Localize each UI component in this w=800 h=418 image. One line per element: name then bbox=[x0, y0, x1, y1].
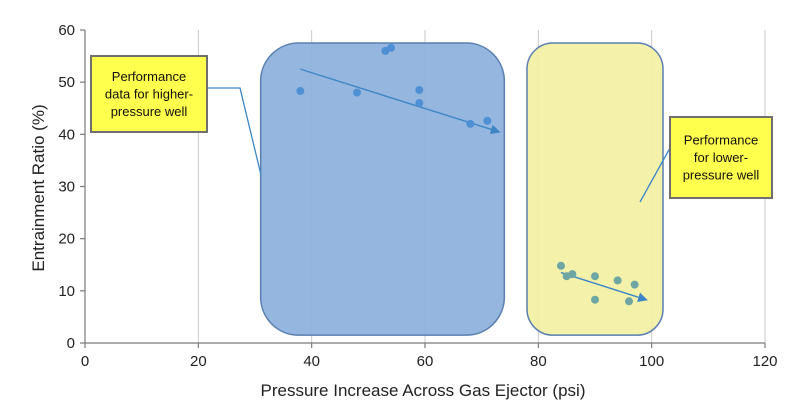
x-tick-label: 40 bbox=[303, 353, 320, 370]
callout-text-line: Performance bbox=[112, 69, 186, 84]
trend-arrow-series-1 bbox=[300, 68, 501, 135]
y-tick-label: 10 bbox=[58, 283, 75, 300]
y-axis-label: Entrainment Ratio (%) bbox=[29, 104, 48, 271]
y-tick-label: 50 bbox=[58, 74, 75, 91]
data-point-series-2 bbox=[625, 297, 633, 306]
data-point-series-2 bbox=[613, 276, 622, 285]
data-point-series-2 bbox=[591, 295, 599, 304]
x-tick-label: 120 bbox=[752, 353, 777, 370]
highlight-region-2 bbox=[526, 42, 664, 336]
y-tick-label: 30 bbox=[58, 179, 75, 196]
data-point-series-1 bbox=[296, 87, 305, 96]
x-axis-label: Pressure Increase Across Gas Ejector (ps… bbox=[260, 381, 585, 400]
callout-text-line: Performance bbox=[684, 132, 758, 147]
callout-box bbox=[669, 116, 773, 199]
data-point-series-1 bbox=[466, 119, 475, 128]
trend-arrow-series-2 bbox=[560, 271, 648, 302]
callout-1: Performance data for higher-pressure well bbox=[90, 55, 262, 176]
callout-2: Performance for lower-pressure well bbox=[639, 116, 773, 203]
highlight-region-1 bbox=[259, 42, 506, 336]
data-point-series-1 bbox=[353, 88, 361, 97]
axes bbox=[80, 29, 766, 348]
data-point-series-1 bbox=[387, 43, 395, 52]
x-tick-label: 20 bbox=[190, 353, 207, 370]
x-tick-label: 60 bbox=[417, 353, 434, 370]
callout-text-line: pressure well bbox=[111, 104, 188, 119]
data-point-series-2 bbox=[630, 280, 639, 289]
y-tick-label: 20 bbox=[58, 231, 75, 248]
data-point-series-2 bbox=[568, 270, 577, 279]
data-point-series-2 bbox=[591, 272, 599, 281]
y-tick-label: 0 bbox=[67, 335, 75, 352]
x-tick-label: 80 bbox=[530, 353, 547, 370]
data-point-series-1 bbox=[483, 116, 492, 125]
y-tick-label: 40 bbox=[58, 126, 75, 143]
callouts: Performance data for higher-pressure well… bbox=[90, 55, 773, 203]
callout-text-line: for lower- bbox=[694, 150, 748, 165]
data-point-series-2 bbox=[557, 261, 565, 270]
data-points bbox=[296, 43, 639, 306]
callout-leader-line bbox=[207, 87, 262, 176]
x-tick-label: 0 bbox=[81, 353, 89, 370]
callout-text-line: data for higher- bbox=[105, 86, 193, 101]
callout-box bbox=[90, 55, 208, 133]
callout-text-line: pressure well bbox=[683, 167, 760, 182]
y-tick-label: 60 bbox=[58, 22, 75, 39]
trend-lines bbox=[300, 68, 648, 302]
x-tick-label: 100 bbox=[639, 353, 664, 370]
callout-leader-line bbox=[639, 147, 671, 203]
tick-labels: 0 20 40 60 80 100 120 0 10 20 30 40 50 60 bbox=[58, 22, 777, 370]
data-point-series-1 bbox=[415, 99, 424, 108]
highlight-regions bbox=[259, 42, 664, 336]
data-point-series-1 bbox=[415, 85, 424, 94]
